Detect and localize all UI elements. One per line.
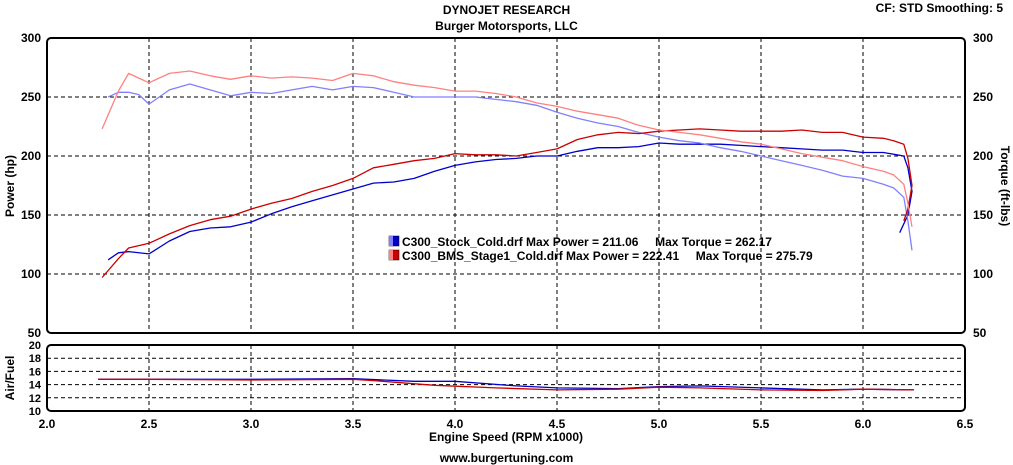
bms-stage1-airfuel-line: [98, 378, 915, 392]
stock-torque-line: [107, 83, 913, 251]
y2-tick-label: 150: [973, 208, 993, 222]
x-tick-label: 4.5: [549, 417, 566, 431]
stock-airfuel-line: [98, 378, 915, 391]
af-y-tick-label: 14: [29, 380, 42, 392]
y-tick-label: 250: [21, 90, 41, 104]
af-y-tick-label: 10: [29, 406, 41, 418]
y-tick-label: 100: [21, 267, 41, 281]
y-tick-label: 150: [21, 208, 41, 222]
y2-tick-label: 300: [973, 31, 993, 45]
x-tick-label: 3.0: [243, 417, 260, 431]
y2-tick-label: 200: [973, 149, 993, 163]
x-tick-label: 4.0: [447, 417, 464, 431]
af-y-tick-label: 18: [29, 353, 41, 365]
x-tick-label: 5.0: [651, 417, 668, 431]
x-tick-label: 6.5: [957, 417, 974, 431]
y-tick-label: 200: [21, 149, 41, 163]
y-tick-label: 50: [28, 326, 42, 340]
af-y-tick-label: 20: [29, 340, 41, 352]
af-grid: [47, 345, 965, 411]
legend: C300_Stock_Cold.drf Max Power = 211.06 M…: [388, 235, 813, 263]
chart-title: DYNOJET RESEARCH: [442, 3, 571, 17]
main-grid: [47, 38, 965, 333]
y2-tick-label: 50: [973, 326, 987, 340]
af-plot-frame: [46, 344, 966, 412]
legend-swatch-light: [389, 250, 393, 260]
legend-entry: C300_Stock_Cold.drf Max Power = 211.06 M…: [402, 235, 772, 249]
bms-stage1-torque-line: [101, 70, 913, 227]
settings-label: CF: STD Smoothing: 5: [875, 1, 1003, 15]
chart-subtitle: Burger Motorsports, LLC: [435, 19, 578, 33]
main-plot-frame: [46, 37, 966, 334]
x-tick-label: 5.5: [753, 417, 770, 431]
legend-entry: C300_BMS_Stage1_Cold.drf Max Power = 222…: [402, 249, 813, 263]
x-tick-label: 6.0: [855, 417, 872, 431]
x-tick-label: 3.5: [345, 417, 362, 431]
x-axis-label: Engine Speed (RPM x1000): [429, 430, 583, 444]
af-y-tick-label: 12: [29, 393, 41, 405]
footer-url: www.burgertuning.com: [439, 451, 574, 465]
y-axis-label: Power (hp): [3, 155, 17, 217]
legend-swatch-light: [389, 236, 393, 246]
y2-tick-label: 100: [973, 267, 993, 281]
x-tick-label: 2.5: [141, 417, 158, 431]
y-tick-label: 300: [21, 31, 41, 45]
af-y-axis-label: Air/Fuel: [3, 356, 17, 401]
stock-power-line: [107, 142, 913, 261]
af-y-tick-label: 16: [29, 366, 41, 378]
y2-axis-label: Torque (ft-lbs): [998, 146, 1012, 226]
bms-stage1-power-line: [101, 128, 913, 278]
y2-tick-label: 250: [973, 90, 993, 104]
x-tick-label: 2.0: [39, 417, 56, 431]
